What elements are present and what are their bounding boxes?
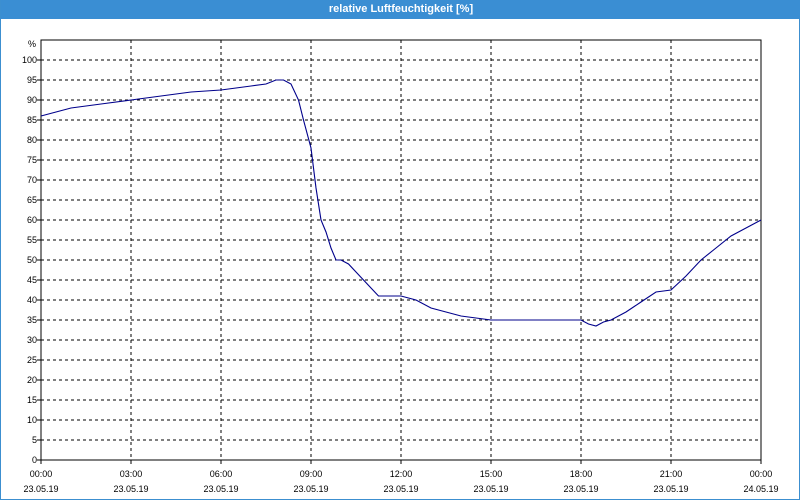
x-tick-date-label: 23.05.19	[23, 484, 58, 494]
y-tick-label: 60	[27, 215, 37, 225]
y-tick-label: 50	[27, 255, 37, 265]
x-tick-date-label: 23.05.19	[113, 484, 148, 494]
x-tick-date-label: 23.05.19	[473, 484, 508, 494]
x-tick-date-label: 23.05.19	[653, 484, 688, 494]
y-tick-label: 70	[27, 175, 37, 185]
y-tick-label: 80	[27, 135, 37, 145]
grid-lines	[41, 40, 761, 460]
x-tick-date-label: 23.05.19	[293, 484, 328, 494]
y-tick-label: 85	[27, 115, 37, 125]
x-tick-date-label: 23.05.19	[383, 484, 418, 494]
y-tick-label: 55	[27, 235, 37, 245]
window-title: relative Luftfeuchtigkeit [%]	[1, 0, 800, 19]
x-tick-date-label: 23.05.19	[203, 484, 238, 494]
y-tick-label: 5	[32, 435, 37, 445]
y-axis-label: %	[28, 39, 36, 49]
x-tick-time-label: 18:00	[570, 469, 593, 479]
x-tick-time-label: 21:00	[660, 469, 683, 479]
y-tick-label: 40	[27, 295, 37, 305]
y-tick-label: 35	[27, 315, 37, 325]
x-axis: 00:00 23.05.19 03:00 23.05.19 06:00 23.05.19 0…	[23, 460, 779, 494]
x-tick-time-label: 06:00	[210, 469, 233, 479]
y-tick-label: 45	[27, 275, 37, 285]
x-tick-time-label: 00:00	[750, 469, 773, 479]
x-tick-date-label: 24.05.19	[743, 484, 778, 494]
x-tick-time-label: 03:00	[120, 469, 143, 479]
x-tick-time-label: 12:00	[390, 469, 413, 479]
y-tick-label: 30	[27, 335, 37, 345]
y-tick-label: 100	[22, 55, 37, 65]
series-line	[40, 79, 762, 327]
y-tick-label: 95	[27, 75, 37, 85]
y-tick-label: 90	[27, 95, 37, 105]
y-tick-label: 25	[27, 355, 37, 365]
y-tick-label: 0	[32, 455, 37, 465]
y-tick-label: 10	[27, 415, 37, 425]
y-tick-label: 75	[27, 155, 37, 165]
y-tick-label: 65	[27, 195, 37, 205]
y-tick-label: 20	[27, 375, 37, 385]
y-axis: 0 5 10 15 20 25 30 35 40 45 50 55 60 65 70 75 80 85 90 95 10…	[22, 55, 41, 465]
x-tick-time-label: 00:00	[30, 469, 53, 479]
x-tick-date-label: 23.05.19	[563, 484, 598, 494]
x-tick-time-label: 15:00	[480, 469, 503, 479]
x-tick-time-label: 09:00	[300, 469, 323, 479]
y-tick-label: 15	[27, 395, 37, 405]
